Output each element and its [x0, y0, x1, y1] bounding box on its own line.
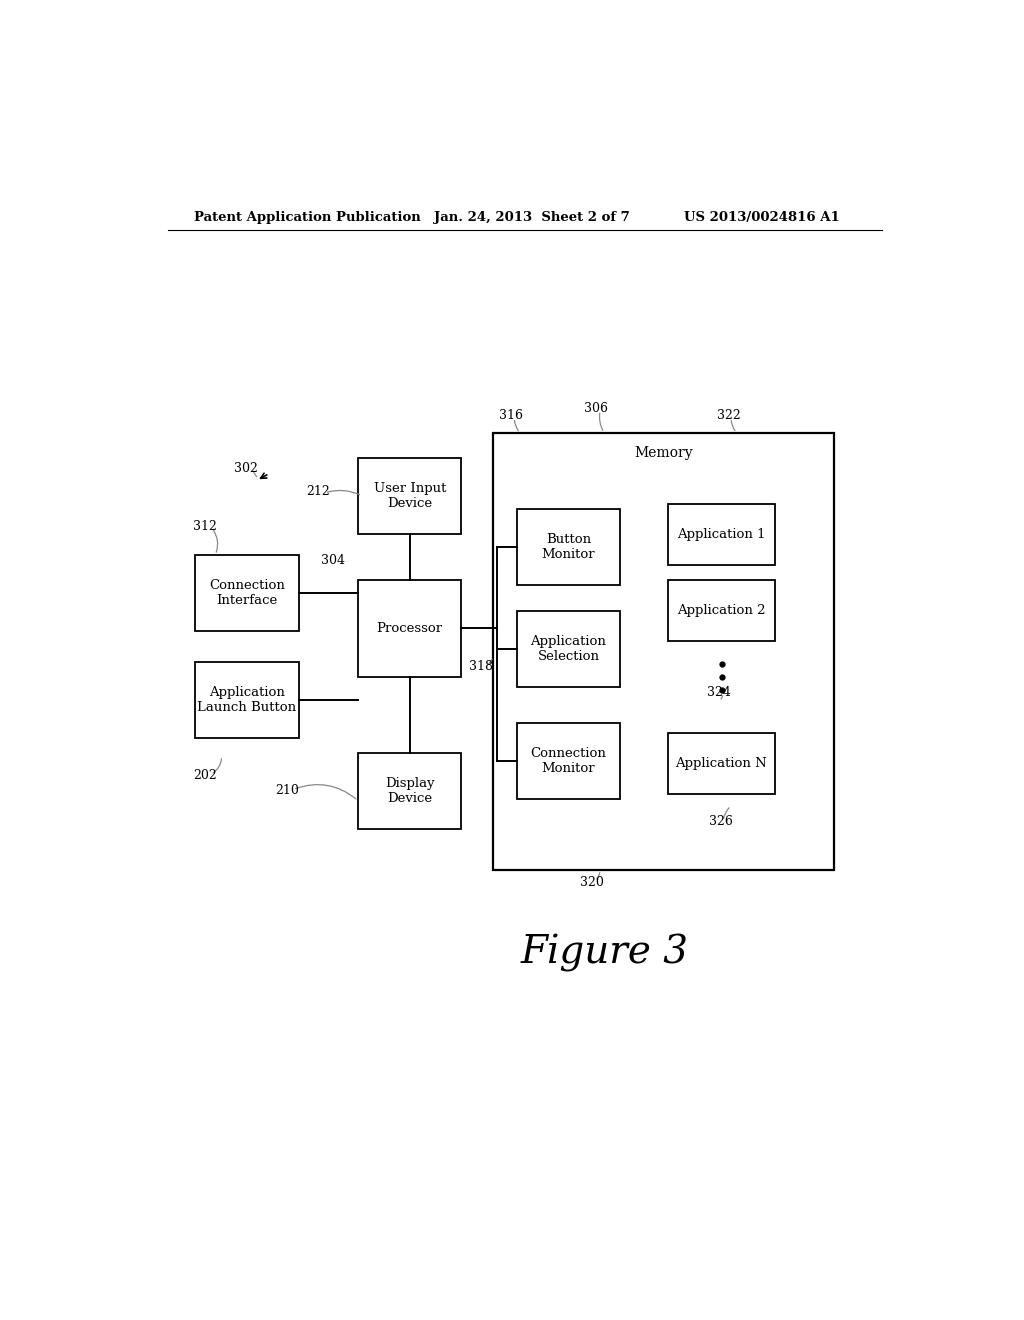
Text: 318: 318 [469, 660, 494, 673]
Bar [358, 458, 461, 535]
Text: 326: 326 [709, 814, 733, 828]
Bar [517, 510, 621, 585]
Text: 320: 320 [581, 875, 604, 888]
Bar [668, 733, 775, 793]
Bar [358, 581, 461, 677]
Text: Application 1: Application 1 [677, 528, 766, 541]
Text: US 2013/0024816 A1: US 2013/0024816 A1 [684, 211, 840, 224]
Text: Figure 3: Figure 3 [520, 935, 688, 973]
Text: 212: 212 [306, 486, 331, 498]
Bar [196, 554, 299, 631]
Bar [668, 504, 775, 565]
Text: Button
Monitor: Button Monitor [542, 533, 595, 561]
Text: 312: 312 [194, 520, 217, 533]
Bar [517, 611, 621, 686]
Bar [517, 722, 621, 799]
Text: Connection
Interface: Connection Interface [209, 579, 285, 607]
Text: 324: 324 [708, 685, 731, 698]
Text: 306: 306 [585, 401, 608, 414]
Text: Processor: Processor [377, 622, 442, 635]
Bar [358, 752, 461, 829]
Text: Display
Device: Display Device [385, 777, 434, 805]
Text: Application
Selection: Application Selection [530, 635, 606, 663]
Text: Patent Application Publication: Patent Application Publication [194, 211, 421, 224]
Text: Application N: Application N [676, 756, 767, 770]
Text: 302: 302 [233, 462, 257, 475]
Text: 202: 202 [194, 768, 217, 781]
Bar [494, 433, 835, 870]
Text: Memory: Memory [634, 446, 693, 461]
Text: Connection
Monitor: Connection Monitor [530, 747, 606, 775]
Text: 304: 304 [321, 554, 345, 568]
Text: 322: 322 [717, 409, 740, 422]
Text: Application 2: Application 2 [677, 605, 766, 618]
Text: User Input
Device: User Input Device [374, 482, 445, 511]
Bar [668, 581, 775, 642]
Text: Jan. 24, 2013  Sheet 2 of 7: Jan. 24, 2013 Sheet 2 of 7 [433, 211, 630, 224]
Text: Application
Launch Button: Application Launch Button [198, 685, 297, 714]
Text: 316: 316 [499, 409, 522, 422]
Bar [196, 661, 299, 738]
Text: 210: 210 [274, 784, 299, 797]
